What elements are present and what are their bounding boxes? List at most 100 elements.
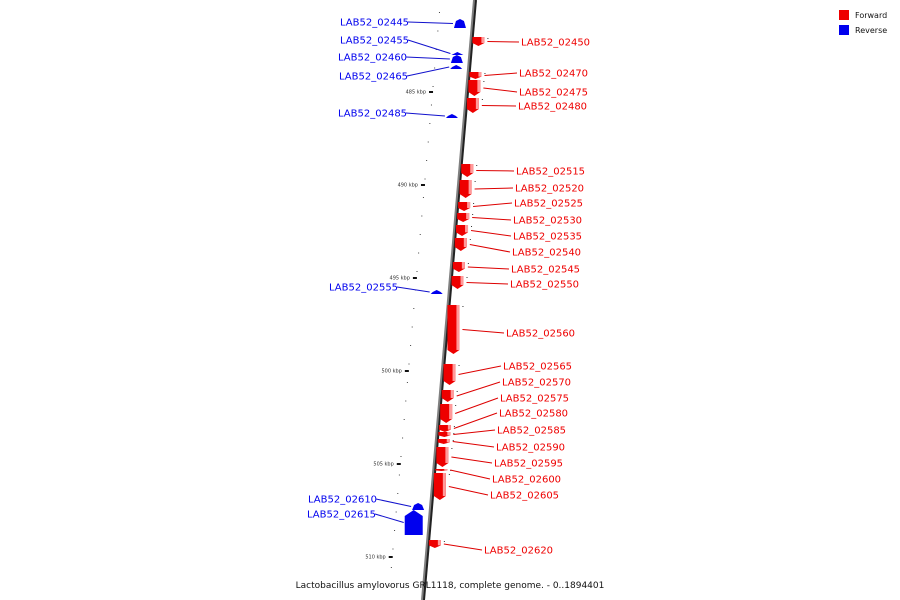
minor-tick (413, 308, 415, 309)
minor-tick (437, 30, 439, 32)
scale-tick-label: 485 kbp (406, 90, 426, 96)
gene-label-lab52-02535: LAB52_02535 (513, 232, 582, 243)
gene-feature-lab52-02585 (438, 432, 455, 437)
gene-feature-lab52-02535 (456, 225, 473, 236)
minor-tick (421, 215, 423, 217)
gene-feature-lab52-02530 (457, 213, 474, 222)
minor-tick (400, 456, 402, 457)
legend-forward-label: Forward (855, 11, 887, 20)
scale-tick-mark (412, 277, 417, 279)
gene-feature-lab52-02475 (468, 80, 485, 96)
gene-label-lab52-02600: LAB52_02600 (492, 475, 561, 486)
map-caption: Lactobacillus amylovorus GRL1118, comple… (296, 581, 605, 591)
minor-tick (410, 345, 412, 346)
gene-label-lab52-02550: LAB52_02550 (510, 280, 579, 291)
gene-shade (466, 213, 470, 219)
gene-connector (443, 543, 483, 551)
legend-forward-swatch (839, 10, 849, 20)
minor-tick (395, 511, 397, 513)
gene-dot (483, 81, 485, 82)
gene-connector (476, 170, 515, 172)
scale-tick-mark (404, 370, 409, 372)
gene-connector (450, 469, 491, 480)
gene-connector (452, 441, 495, 448)
gene-dot (452, 440, 454, 441)
gene-feature-lab52-02445 (453, 19, 466, 28)
gene-dot (453, 433, 455, 434)
gene-feature-lab52-02600 (435, 469, 452, 471)
gene-label-lab52-02585: LAB52_02585 (497, 426, 566, 437)
gene-body (430, 290, 443, 294)
gene-shade (461, 262, 465, 269)
gene-feature-lab52-02615 (404, 510, 423, 535)
gene-dot (474, 181, 476, 182)
gene-label-lab52-02475: LAB52_02475 (519, 88, 588, 99)
gene-feature-lab52-02460 (450, 55, 463, 63)
gene-connector (470, 230, 512, 237)
gene-shade (449, 404, 453, 419)
minor-tick (427, 141, 429, 143)
gene-label-lab52-02480: LAB52_02480 (518, 102, 587, 113)
minor-tick (430, 104, 432, 106)
scale-tick-mark (396, 463, 401, 465)
gene-dot (481, 99, 483, 100)
gene-dot (443, 541, 445, 542)
minor-tick (397, 493, 399, 494)
gene-shade (447, 432, 451, 436)
gene-feature-lab52-02610 (412, 503, 425, 510)
gene-feature-lab52-02580 (438, 425, 455, 432)
scale-tick-label: 510 kbp (365, 555, 385, 561)
gene-dot (471, 226, 473, 227)
gene-shade (470, 164, 474, 173)
gene-feature-lab52-02550 (451, 276, 468, 289)
gene-labels: LAB52_02445 LAB52_02450 LAB52_02455 LAB52_0… (307, 18, 590, 557)
gene-shade (445, 447, 449, 463)
gene-shade (437, 540, 441, 546)
gene-body (404, 510, 423, 535)
gene-connector (481, 105, 517, 107)
gene-body (412, 503, 425, 510)
scale-tick-label: 490 kbp (398, 183, 418, 189)
gene-label-lab52-02555: LAB52_02555 (329, 283, 398, 294)
gene-shade (463, 238, 467, 247)
gene-label-lab52-02575: LAB52_02575 (500, 394, 569, 405)
gene-connector (407, 39, 451, 54)
gene-dot (455, 405, 457, 406)
gene-body (445, 114, 458, 118)
minor-tick (429, 123, 431, 124)
gene-dot (466, 277, 468, 278)
gene-feature-lab52-02515 (461, 164, 478, 177)
gene-shade (446, 439, 450, 443)
minor-tick (403, 419, 405, 420)
gene-connector (454, 397, 499, 414)
gene-feature-lab52-02570 (441, 390, 458, 402)
gene-dot (453, 426, 455, 427)
gene-features (404, 19, 489, 548)
gene-connector (474, 187, 514, 190)
gene-shade (475, 98, 479, 109)
gene-connector (375, 498, 412, 507)
gene-connector (469, 244, 511, 253)
genome-axis (421, 0, 477, 600)
minor-tick (398, 474, 400, 476)
gene-connector (462, 329, 505, 334)
minor-tick (434, 67, 436, 69)
gene-label-lab52-02560: LAB52_02560 (506, 329, 575, 340)
gene-label-lab52-02515: LAB52_02515 (516, 167, 585, 178)
gene-connector (467, 266, 510, 270)
minor-tick (416, 271, 418, 272)
minor-tick (438, 12, 440, 13)
gene-feature-lab52-02480 (466, 98, 483, 113)
gene-shade (447, 425, 451, 430)
gene-feature-lab52-02450 (472, 37, 489, 46)
gene-connector (473, 202, 513, 207)
minor-tick (411, 326, 413, 328)
gene-label-lab52-02465: LAB52_02465 (339, 72, 408, 83)
minor-tick (405, 400, 407, 402)
gene-feature-lab52-02525 (458, 202, 475, 211)
gene-body (450, 55, 463, 63)
minor-tick (392, 548, 394, 550)
gene-body (451, 52, 464, 55)
gene-connector (453, 429, 496, 435)
